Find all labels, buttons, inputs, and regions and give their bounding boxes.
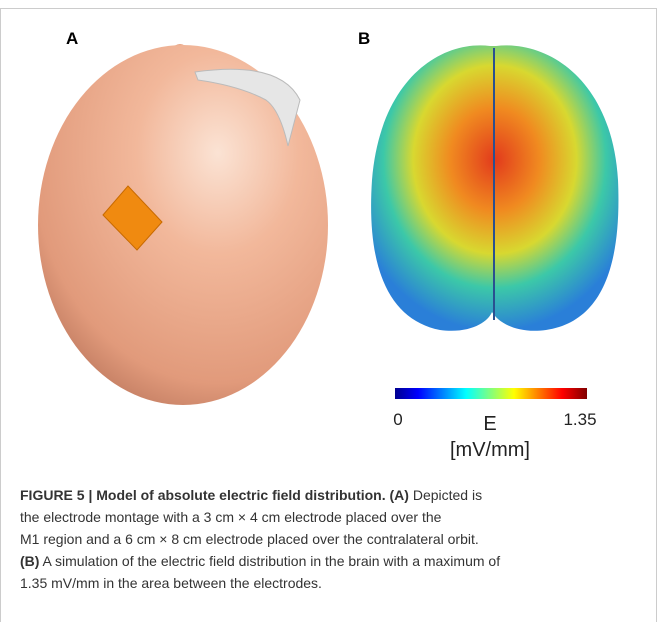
caption-bold: (B) <box>20 553 39 569</box>
caption-bold: FIGURE 5 | Model of absolute electric fi… <box>20 487 409 503</box>
caption-line: FIGURE 5 | Model of absolute electric fi… <box>20 484 645 506</box>
colorbar-min: 0 <box>393 410 402 429</box>
page: A B 0 1.35 E [mV/mm] FIGURE 5 | Model of… <box>0 0 657 623</box>
caption-text: A simulation of the electric field distr… <box>39 553 500 569</box>
caption-line: M1 region and a 6 cm × 8 cm electrode pl… <box>20 528 645 550</box>
figure: A B 0 1.35 E [mV/mm] <box>0 0 657 470</box>
colorbar-unit: [mV/mm] <box>450 439 530 461</box>
caption: FIGURE 5 | Model of absolute electric fi… <box>20 484 645 594</box>
colorbar-max: 1.35 <box>563 410 596 429</box>
caption-line: 1.35 mV/mm in the area between the elect… <box>20 572 645 594</box>
caption-text: M1 region and a 6 cm × 8 cm electrode pl… <box>20 531 479 547</box>
caption-text: 1.35 mV/mm in the area between the elect… <box>20 575 322 591</box>
colorbar-label: E <box>483 413 496 435</box>
caption-line: (B) A simulation of the electric field d… <box>20 550 645 572</box>
caption-line: the electrode montage with a 3 cm × 4 cm… <box>20 506 645 528</box>
panel-label: A <box>66 29 78 48</box>
caption-text: Depicted is <box>409 487 482 503</box>
panel-label: B <box>358 29 370 48</box>
caption-text: the electrode montage with a 3 cm × 4 cm… <box>20 509 441 525</box>
colorbar <box>395 388 587 399</box>
